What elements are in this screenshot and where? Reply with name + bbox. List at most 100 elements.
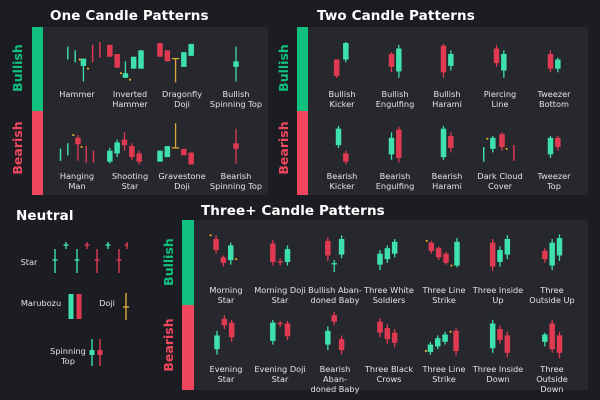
pattern-label: Shooting Star	[111, 171, 149, 191]
three-black-crows-icon	[377, 318, 398, 348]
pattern-shooting-star: Shooting Star	[95, 114, 165, 191]
pattern-label: Tweezer Top	[537, 171, 571, 191]
bearish-candle	[343, 153, 349, 162]
pattern-bearish-abandoned-baby: Bearish Aban- doned Baby	[307, 307, 363, 394]
pattern-three-line-strike-bullish: Three Line Strike	[416, 228, 472, 305]
bullish-candle	[59, 148, 62, 161]
pattern-label: Bearish Harami	[431, 171, 463, 191]
neutral-label: Marubozu	[20, 298, 62, 308]
three-candle-bearish-label: Bearish	[161, 318, 176, 372]
bullish-candle	[67, 46, 69, 60]
bullish-candle	[114, 142, 120, 154]
three-candle-sidebar	[182, 220, 194, 390]
pattern-label: Piercing Line	[483, 89, 517, 109]
three-line-strike-bullish-icon	[425, 238, 460, 268]
bullish-harami-icon	[440, 43, 454, 78]
pattern-gravestone-doji: Gravestone Doji	[147, 114, 217, 191]
pattern-label: Bullish Kicker	[328, 89, 356, 109]
pattern-bullish-kicker: Bullish Kicker	[314, 32, 370, 109]
pattern-tweezer-bottom: Tweezer Bottom	[526, 32, 582, 109]
three-candle-title: Three+ Candle Patterns	[201, 203, 385, 219]
bullish-engulfing-icon	[388, 44, 402, 78]
bullish-candle	[89, 350, 95, 355]
marker-dot	[235, 258, 238, 261]
bearish-candle	[228, 322, 235, 338]
bullish-candle	[490, 137, 496, 149]
pattern-three-line-strike-bearish: Three Line Strike	[416, 307, 472, 384]
bearish-candle	[136, 153, 142, 162]
marker-dot	[425, 239, 428, 242]
pattern-morning-star: Morning Star	[198, 228, 254, 305]
pattern-three-black-crows: Three Black Crows	[361, 307, 417, 384]
dragonfly-doji-icon	[157, 43, 194, 83]
bearish-candle	[220, 257, 227, 263]
bearish-candle	[121, 139, 128, 146]
pattern-label: Bullish Spinning Top	[209, 89, 263, 109]
one-candle-title: One Candle Patterns	[50, 8, 209, 24]
bullish-candle	[181, 52, 187, 67]
pattern-label: Three Outside Down	[536, 364, 568, 394]
pattern-three-inside-up: Three Inside Up	[470, 228, 526, 305]
bearish-candle	[513, 145, 515, 161]
pattern-hammer: Hammer	[42, 32, 112, 99]
pattern-bearish-spinning-top: Bearish Spinning Top	[201, 114, 271, 191]
bearish-candle	[91, 44, 94, 63]
bearish-candle	[325, 240, 331, 256]
bullish-candle	[547, 137, 554, 155]
marker-dot	[78, 58, 81, 61]
bearish-candle	[99, 42, 101, 58]
evening-star-icon	[214, 315, 235, 355]
two-candle-panel	[308, 27, 588, 195]
bearish-abandoned-baby-icon	[325, 311, 345, 355]
bullish-candle	[270, 322, 276, 341]
bullish-kicker-icon	[333, 42, 349, 78]
bearish-candle	[428, 242, 435, 251]
marker-dot	[450, 264, 453, 267]
bullish-candle	[67, 143, 69, 156]
bearish-candle	[270, 243, 276, 262]
bearish-candle	[129, 146, 135, 158]
one-candle-bearish-label: Bearish	[10, 121, 25, 175]
shooting-star-icon	[107, 132, 142, 165]
bearish-candle	[547, 54, 554, 69]
pattern-label: Dark Cloud Cover	[477, 171, 523, 191]
bullish-candle	[80, 58, 87, 66]
bullish-candle	[448, 54, 454, 66]
one-candle-sidebar	[32, 27, 43, 195]
pattern-label: Evening Star	[209, 364, 243, 384]
three-inside-down-icon	[489, 319, 511, 358]
bullish-candle	[454, 241, 460, 266]
pattern-label: Hammer	[59, 89, 95, 99]
pattern-label: Evening Doji Star	[254, 364, 306, 384]
three-candle-panel	[194, 220, 588, 390]
bearish-candle	[556, 335, 563, 353]
bearish-candle	[76, 294, 82, 319]
bearish-candle	[440, 45, 447, 73]
marker-dot	[505, 147, 508, 150]
bearish-candle	[75, 137, 81, 145]
bearish-engulfing-icon	[388, 126, 402, 163]
pattern-label: Gravestone Doji	[158, 171, 206, 191]
bullish-candle	[325, 330, 331, 345]
neutral-label: Doji	[99, 298, 115, 308]
pattern-piercing-line: Piercing Line	[472, 32, 528, 109]
bearish-candle	[448, 136, 454, 148]
pattern-label: Bullish Harami	[432, 89, 462, 109]
three-white-soldiers-icon	[377, 239, 398, 271]
bullish-candle	[130, 56, 137, 69]
bullish-spinning-top-icon	[233, 46, 239, 82]
bullish-candle	[188, 43, 194, 56]
bullish-bar	[182, 220, 194, 305]
bullish-candle	[497, 250, 503, 262]
tweezer-bottom-icon	[547, 50, 561, 73]
evening-doji-star-icon	[270, 319, 291, 345]
bearish-candle	[213, 239, 219, 250]
bearish-bar	[182, 305, 194, 390]
bullish-candle	[338, 239, 345, 255]
pattern-label: Three Black Crows	[364, 364, 414, 384]
pattern-dragonfly-doji: Dragonfly Doji	[147, 32, 217, 109]
pattern-dark-cloud-cover: Dark Cloud Cover	[472, 114, 528, 191]
pattern-label: Three Line Strike	[422, 285, 466, 305]
bearish-candle	[114, 54, 120, 68]
bearish-candle	[377, 321, 383, 333]
